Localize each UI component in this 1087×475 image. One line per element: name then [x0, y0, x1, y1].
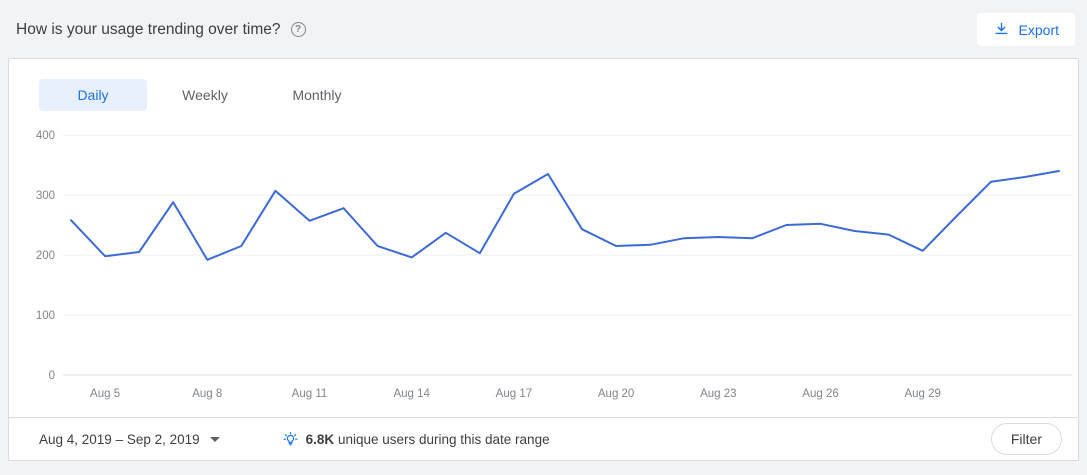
tab-daily[interactable]: Daily [39, 79, 147, 111]
filter-button[interactable]: Filter [990, 423, 1062, 455]
y-axis-label: 300 [36, 190, 55, 202]
granularity-tabs: Daily Weekly Monthly [9, 59, 1078, 111]
x-axis-label: Aug 20 [598, 388, 634, 400]
x-axis-label: Aug 5 [90, 388, 120, 400]
y-axis-label: 400 [36, 130, 55, 142]
export-button[interactable]: Export [976, 13, 1075, 46]
insight-text: unique users during this date range [337, 431, 550, 447]
export-button-label: Export [1018, 21, 1059, 38]
x-axis-label: Aug 8 [192, 388, 222, 400]
usage-line-chart: 0 100 200 300 400 Aug 5 Aug 8 Aug 11 Aug 14 Aug 1… [36, 130, 1072, 400]
page-header: How is your usage trending over time? ? … [0, 0, 1087, 58]
x-axis-label: Aug 26 [802, 388, 838, 400]
lightbulb-icon [282, 431, 299, 448]
y-axis-label: 100 [36, 310, 55, 322]
x-axis-label: Aug 23 [700, 388, 736, 400]
insight: 6.8K unique users during this date range [282, 431, 550, 448]
tab-weekly[interactable]: Weekly [182, 87, 228, 103]
chart-area: 0 100 200 300 400 Aug 5 Aug 8 Aug 11 Aug 14 Aug 1… [9, 111, 1078, 417]
date-range-label: Aug 4, 2019 – Sep 2, 2019 [39, 431, 200, 447]
help-icon[interactable]: ? [290, 22, 306, 37]
usage-trend-card: Daily Weekly Monthly 0 100 200 300 400 Aug 5 A… [8, 58, 1079, 461]
title-wrap: How is your usage trending over time? ? [16, 21, 306, 39]
chevron-down-icon [209, 436, 220, 442]
x-axis-label: Aug 17 [496, 388, 532, 400]
y-axis-label: 200 [36, 250, 55, 262]
tab-monthly[interactable]: Monthly [292, 87, 342, 103]
x-axis-label: Aug 11 [292, 388, 328, 400]
x-axis-label: Aug 29 [904, 388, 940, 400]
page-title: How is your usage trending over time? [16, 20, 281, 38]
download-icon [993, 21, 1010, 38]
x-axis-label: Aug 14 [393, 388, 430, 400]
insight-value: 6.8K [305, 431, 335, 447]
y-axis-label: 0 [49, 370, 55, 382]
trend-line [70, 170, 1060, 261]
date-range-selector[interactable]: Aug 4, 2019 – Sep 2, 2019 [39, 432, 220, 447]
card-footer: Aug 4, 2019 – Sep 2, 2019 6.8K unique us… [9, 417, 1078, 460]
